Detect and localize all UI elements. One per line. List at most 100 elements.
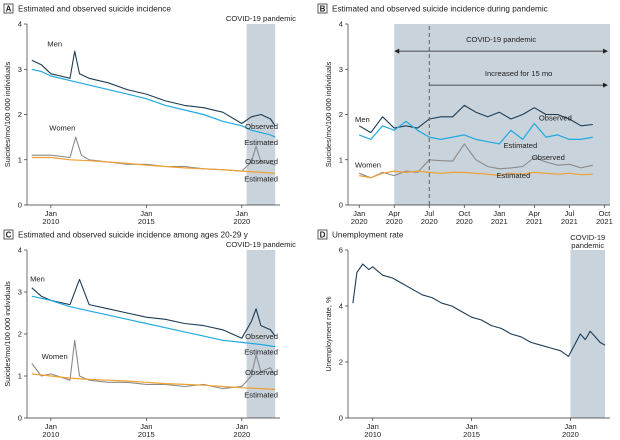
covid-label-d: pandemic	[571, 241, 604, 250]
x-tick-label-d: 2015	[463, 430, 480, 439]
x-tick-label-b: Jul	[565, 209, 575, 218]
y-tick-label-c: 3	[18, 288, 22, 297]
x-tick-label-c: 2010	[42, 430, 59, 439]
panel-b-letter: B	[320, 5, 326, 14]
series-line-a-women-estimated	[31, 156, 276, 174]
x-tick-label-a: 2015	[138, 217, 155, 226]
x-tick-label-c: Jan	[236, 422, 248, 431]
series-line-b-women-estimated	[359, 170, 593, 179]
x-tick-label-b: 2020	[421, 217, 438, 226]
series-line-a-men-observed	[31, 50, 276, 127]
y-axis-label-b: Suicides/mo/100 000 individuals	[324, 61, 333, 167]
panel-d-letter-box	[317, 229, 328, 240]
label-women-b: Women	[355, 160, 381, 169]
x-tick-label-a: Jan	[236, 209, 248, 218]
series-line-c-men-estimated	[31, 295, 276, 348]
panel-c-title-group: C Estimated and observed suicide inciden…	[3, 229, 249, 240]
y-tick-label-d: 4	[339, 302, 343, 311]
panel-d-letter: D	[320, 231, 326, 240]
x-tick-label-b: 2021	[491, 217, 508, 226]
label-men-observed-b: Observed	[539, 113, 572, 122]
panel-a-letter: A	[6, 5, 12, 14]
covid-label-a: COVID-19 pandemic	[226, 14, 296, 23]
x-tick-label-b: Jul	[424, 209, 434, 218]
x-tick-label-b: 2020	[351, 217, 368, 226]
y-tick-label-a: 4	[18, 20, 22, 29]
y-tick-label-d: 6	[339, 246, 343, 255]
x-tick-label-b: Oct	[598, 209, 611, 218]
x-tick-label-c: 2020	[233, 430, 250, 439]
x-tick-label-c: Jan	[140, 422, 152, 431]
x-tick-label-b: 2021	[526, 217, 543, 226]
x-tick-label-b: 2021	[561, 217, 578, 226]
covid-shade-d	[570, 250, 606, 418]
covid-shade-c	[246, 250, 276, 418]
panel-c-title: Estimated and observed suicide incidence…	[18, 231, 249, 240]
y-tick-label-c: 0	[18, 414, 22, 423]
covid-label-c: COVID-19 pandemic	[226, 240, 296, 249]
y-tick-label-b: 4	[339, 20, 343, 29]
x-tick-label-d: 2010	[364, 430, 381, 439]
y-tick-label-b: 0	[339, 201, 343, 210]
arrow-left-head-b	[394, 48, 400, 54]
series-line-c-women-observed	[31, 339, 276, 390]
panel-b-title: Estimated and observed suicide incidence…	[332, 5, 548, 14]
series-line-a-men-estimated	[31, 68, 276, 138]
x-tick-label-b: 2021	[596, 217, 613, 226]
series-line-c-women-estimated	[31, 373, 276, 390]
x-tick-label-d: Jan	[367, 422, 379, 431]
y-tick-label-b: 1	[339, 155, 343, 164]
y-tick-label-d: 2	[339, 358, 343, 367]
x-tick-label-b: Jan	[493, 209, 505, 218]
x-tick-label-b: Jan	[353, 209, 365, 218]
y-tick-label-a: 2	[18, 110, 22, 119]
label-women-a: Women	[49, 123, 75, 132]
series-line-b-men-estimated	[358, 120, 593, 145]
panel-b: B Estimated and observed suicide inciden…	[317, 3, 613, 226]
x-tick-label-c: Jan	[45, 422, 57, 431]
label-men-observed-c: Observed	[245, 332, 278, 341]
x-tick-label-b: Apr	[388, 209, 400, 218]
panel-b-letter-box	[317, 3, 328, 14]
label-women-estimated-b: Estimated	[496, 171, 530, 180]
label-women-estimated-c: Estimated	[244, 390, 278, 399]
y-axis-label-d: Unemployment rate, %	[324, 296, 333, 372]
y-tick-label-c: 4	[18, 246, 22, 255]
label-men-a: Men	[47, 40, 62, 49]
label-men-b: Men	[355, 115, 370, 124]
y-tick-label-c: 1	[18, 372, 22, 381]
panel-a-letter-box	[3, 3, 14, 14]
panel-b-title-group: B Estimated and observed suicide inciden…	[317, 3, 548, 14]
x-tick-label-b: 2020	[386, 217, 403, 226]
x-tick-label-b: Oct	[458, 209, 471, 218]
panel-d: D Unemployment rate 0246Jan2010Jan2015Ja…	[317, 229, 610, 439]
x-tick-label-d: Jan	[465, 422, 477, 431]
label-men-c: Men	[30, 275, 45, 284]
x-tick-label-b: Apr	[528, 209, 540, 218]
x-tick-label-d: 2020	[562, 430, 579, 439]
x-tick-label-b: 2020	[456, 217, 473, 226]
label-men-estimated-a: Estimated	[244, 138, 278, 147]
panel-c: C Estimated and observed suicide inciden…	[3, 229, 296, 439]
covid-label-b: COVID-19 pandemic	[466, 35, 536, 44]
panel-a: A Estimated and observed suicide inciden…	[3, 3, 296, 226]
x-tick-label-a: 2010	[42, 217, 59, 226]
label-women-observed-a: Observed	[245, 157, 278, 166]
y-tick-label-a: 3	[18, 65, 22, 74]
y-tick-label-b: 3	[339, 65, 343, 74]
y-axis-label-a: Suicides/mo/100 000 individuals	[3, 61, 12, 167]
label-men-observed-a: Observed	[245, 122, 278, 131]
y-tick-label-a: 1	[18, 155, 22, 164]
label-women-observed-b: Observed	[532, 153, 565, 162]
panel-c-letter-box	[3, 229, 14, 240]
label-men-estimated-b: Estimated	[503, 141, 537, 150]
panel-c-letter: C	[6, 231, 12, 240]
x-tick-label-d: Jan	[564, 422, 576, 431]
label-men-estimated-c: Estimated	[244, 348, 278, 357]
label-women-estimated-a: Estimated	[244, 174, 278, 183]
y-axis-label-c: Suicides/mo/100 000 individuals	[3, 281, 12, 387]
increase-label-b: Increased for 15 mo	[485, 69, 553, 78]
y-tick-label-a: 0	[18, 201, 22, 210]
panel-a-title-group: A Estimated and observed suicide inciden…	[3, 3, 171, 14]
